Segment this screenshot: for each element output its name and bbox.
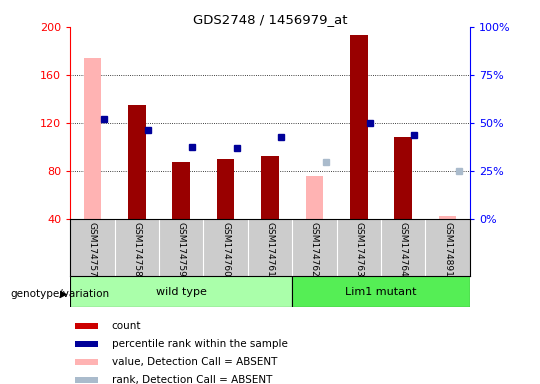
Text: GSM174763: GSM174763 [354,222,363,276]
Text: GSM174758: GSM174758 [132,222,141,276]
Bar [350,35,368,219]
Title: GDS2748 / 1456979_at: GDS2748 / 1456979_at [193,13,347,26]
Bar [261,157,279,219]
Bar [394,137,412,219]
Bar [75,377,98,383]
Bar [438,217,456,219]
Bar [306,176,323,219]
Text: GSM174891: GSM174891 [443,222,452,276]
Text: GSM174757: GSM174757 [88,222,97,276]
Text: count: count [112,321,141,331]
Text: percentile rank within the sample: percentile rank within the sample [112,339,287,349]
Text: GSM174759: GSM174759 [177,222,186,276]
Text: Lim1 mutant: Lim1 mutant [345,287,417,297]
Text: GSM174762: GSM174762 [310,222,319,276]
Bar [75,341,98,347]
Bar [128,105,146,219]
Text: genotype/variation: genotype/variation [11,289,110,299]
Bar [75,323,98,329]
Bar [172,162,190,219]
Text: GSM174764: GSM174764 [399,222,408,276]
Bar [70,276,292,307]
Text: GSM174761: GSM174761 [266,222,274,276]
Text: value, Detection Call = ABSENT: value, Detection Call = ABSENT [112,357,277,367]
Text: wild type: wild type [156,287,207,297]
Bar [75,359,98,365]
Text: ▶: ▶ [60,289,68,299]
Text: rank, Detection Call = ABSENT: rank, Detection Call = ABSENT [112,375,272,384]
Bar [217,159,234,219]
Bar [292,276,470,307]
Text: GSM174760: GSM174760 [221,222,230,276]
Bar [84,58,102,219]
